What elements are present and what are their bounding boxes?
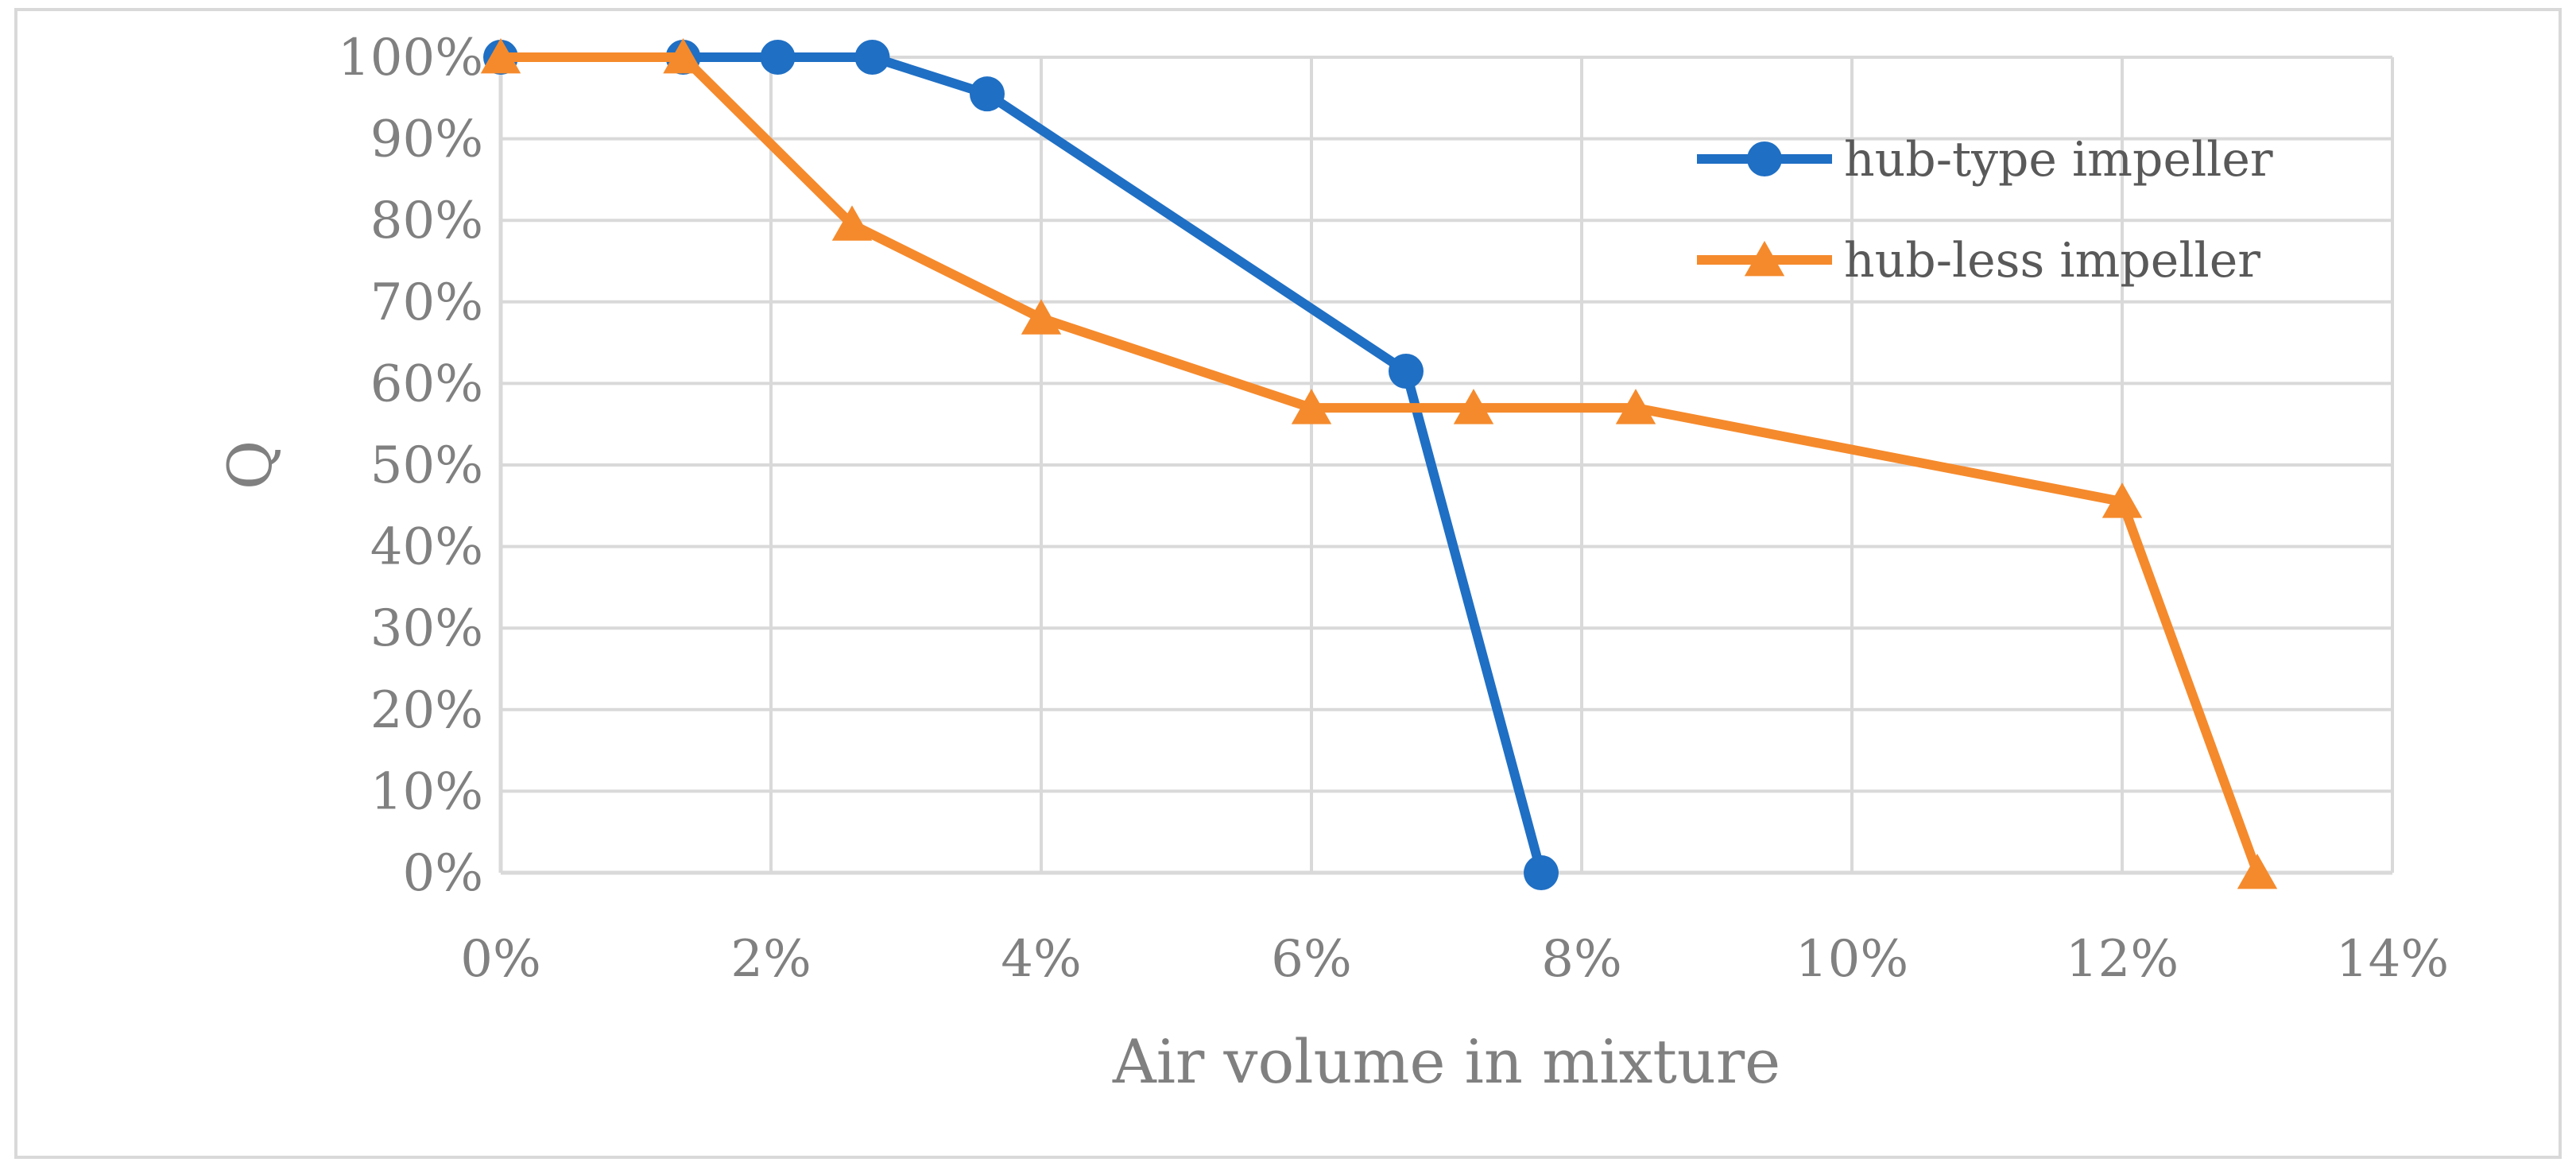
data-point bbox=[970, 76, 1005, 112]
y-tick-label: 80% bbox=[370, 192, 483, 250]
data-point bbox=[480, 38, 521, 74]
series-hub-less bbox=[480, 38, 2278, 889]
legend-marker-hub-less bbox=[1744, 241, 1785, 277]
legend-marker-hub-type bbox=[1747, 141, 1782, 176]
data-point bbox=[2237, 854, 2278, 889]
y-tick-label: 10% bbox=[370, 762, 483, 821]
y-tick-label: 20% bbox=[370, 681, 483, 740]
y-tick-label: 40% bbox=[370, 518, 483, 577]
data-point bbox=[2101, 482, 2143, 518]
x-tick-label: 0% bbox=[460, 930, 541, 989]
data-point bbox=[1021, 299, 1062, 335]
legend-label-hub-type: hub-type impeller bbox=[1844, 132, 2273, 188]
chart-frame bbox=[14, 8, 2562, 1159]
axes bbox=[498, 57, 2392, 875]
legend: hub-type impeller hub-less impeller bbox=[1697, 132, 2273, 289]
data-point bbox=[1615, 389, 1656, 424]
legend-label-hub-less: hub-less impeller bbox=[1844, 233, 2260, 289]
data-point bbox=[1291, 389, 1332, 424]
y-tick-label: 90% bbox=[370, 110, 483, 169]
data-point bbox=[663, 38, 703, 74]
x-axis-title: Air volume in mixture bbox=[1112, 1026, 1780, 1097]
y-axis-title: Q bbox=[215, 440, 285, 490]
x-tick-label: 12% bbox=[2066, 930, 2179, 989]
data-point bbox=[831, 205, 873, 241]
x-tick-label: 10% bbox=[1795, 930, 1908, 989]
y-tick-label: 100% bbox=[338, 29, 483, 87]
y-tick-label: 30% bbox=[370, 599, 483, 658]
data-point bbox=[854, 40, 890, 75]
x-tick-label: 6% bbox=[1271, 930, 1352, 989]
y-tick-label: 50% bbox=[370, 436, 483, 495]
data-point bbox=[760, 40, 796, 75]
x-tick-label: 14% bbox=[2336, 930, 2449, 989]
x-tick-label: 4% bbox=[1001, 930, 1082, 989]
x-tick-label: 2% bbox=[730, 930, 812, 989]
y-tick-label: 60% bbox=[370, 354, 483, 413]
data-point bbox=[1453, 389, 1494, 424]
axis-titles: Air volume in mixture Q bbox=[215, 440, 1780, 1097]
series-layer bbox=[480, 38, 2278, 890]
y-tick-label: 70% bbox=[370, 273, 483, 332]
data-point bbox=[1389, 354, 1424, 389]
y-tick-label: 0% bbox=[402, 844, 483, 903]
x-tick-label: 8% bbox=[1541, 930, 1622, 989]
data-point bbox=[1524, 855, 1559, 890]
tick-labels: 0% 10% 20% 30% 40% 50% 60% 70% 80% 90% 100% 0% 2% 4% 6… bbox=[338, 29, 2449, 989]
